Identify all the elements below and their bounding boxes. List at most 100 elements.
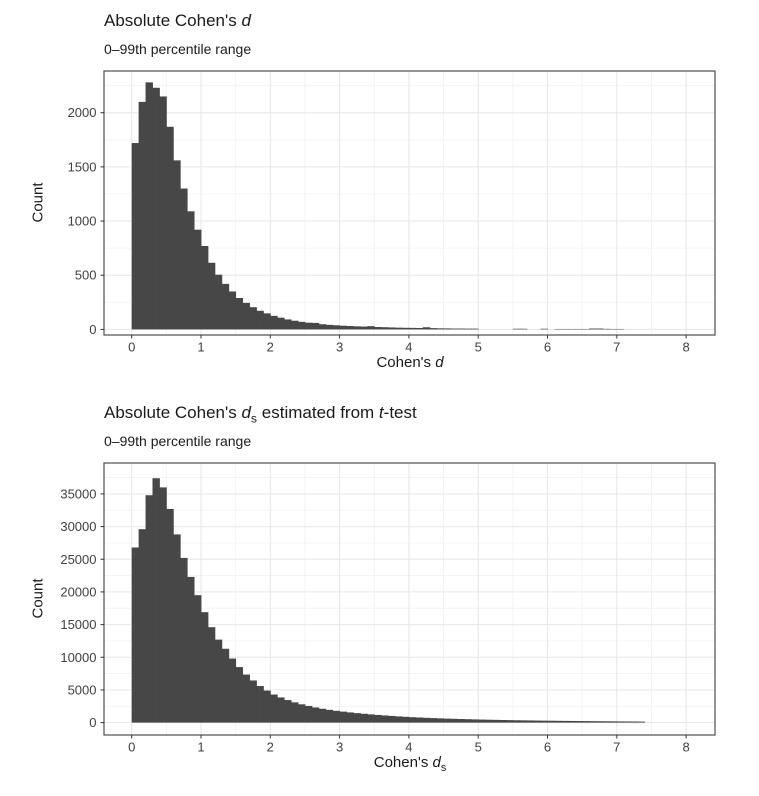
histogram-bar: [401, 716, 410, 723]
histogram-bars: [131, 82, 625, 330]
panel-border: [103, 462, 716, 736]
histogram-bar: [256, 686, 264, 723]
histogram-bar: [270, 694, 278, 723]
histogram-bar: [602, 721, 611, 723]
y-tick-label: 500: [75, 268, 97, 283]
histogram-bar: [180, 557, 188, 723]
histogram-bar: [533, 720, 542, 723]
histogram-bar: [388, 715, 396, 723]
histogram-bar: [492, 719, 500, 723]
histogram-bar: [381, 327, 389, 330]
histogram-bar: [256, 310, 264, 330]
histogram-bar: [429, 328, 438, 330]
histogram-bar: [207, 262, 216, 330]
histogram-bar: [374, 327, 382, 330]
title-segment: Cohen's: [373, 754, 433, 771]
x-tick-label: 4: [405, 740, 412, 755]
x-tick-label: 5: [475, 340, 482, 355]
x-tick-label: 0: [128, 740, 135, 755]
histogram-bar: [512, 720, 521, 723]
histogram-bar: [242, 302, 250, 330]
y-tick-label: 35000: [60, 486, 96, 501]
histogram-bar: [291, 702, 299, 723]
histogram-bar: [346, 712, 354, 723]
histogram-bar: [235, 297, 244, 330]
histogram-bar: [616, 721, 625, 723]
title-segment: Absolute Cohen's: [104, 403, 242, 422]
histogram-bar: [325, 709, 334, 723]
histogram-bar: [561, 720, 569, 723]
histogram-bar: [180, 188, 188, 330]
histogram-bar: [401, 327, 410, 330]
title-segment: Cohen's: [376, 354, 436, 371]
histogram-bar: [131, 143, 140, 330]
title-segment: d: [435, 354, 444, 371]
histogram-bar: [242, 674, 250, 723]
histogram-bar: [367, 326, 375, 330]
axis-ticks: [100, 493, 687, 739]
x-tick-label: 4: [405, 340, 412, 355]
y-axis-title-top: Count: [29, 182, 47, 223]
histogram-bar: [173, 160, 181, 330]
histogram-bar: [166, 508, 174, 723]
title-segment: d: [241, 11, 251, 30]
panel-border: [103, 70, 716, 336]
x-tick-label: 1: [197, 340, 204, 355]
histogram-bar: [277, 697, 285, 723]
y-tick-label: 30000: [60, 519, 96, 534]
histogram-bar: [159, 487, 167, 723]
histogram-bar: [277, 317, 285, 330]
x-tick-label: 1: [197, 740, 204, 755]
x-tick-label: 2: [267, 340, 274, 355]
histogram-bar: [582, 721, 590, 723]
axis-tick-labels: 0 1 2 3 4 5 6 7 8 0 5000 10000 15000 20000 25000 30000 3…: [60, 486, 689, 754]
x-tick-label: 3: [336, 740, 343, 755]
histogram-bar: [388, 327, 396, 330]
histogram-bar: [450, 718, 458, 723]
histogram-bar: [152, 87, 160, 330]
histogram-bar: [575, 721, 583, 723]
histogram-bar: [526, 720, 535, 723]
histogram-bar: [408, 327, 417, 330]
histogram-bar: [568, 720, 576, 723]
histogram-bar: [596, 328, 604, 330]
histogram-bar: [415, 717, 424, 723]
histogram-bar: [346, 326, 354, 330]
histogram-bar: [221, 283, 230, 330]
histogram-bar: [450, 328, 458, 330]
histogram-bar: [485, 719, 493, 723]
title-segment: -test: [383, 403, 417, 422]
title-segment: Absolute Cohen's: [104, 11, 242, 30]
y-tick-label: 10000: [60, 650, 96, 665]
histogram-bar: [443, 328, 451, 330]
histogram-bar: [166, 126, 174, 330]
histogram-bar: [187, 211, 195, 330]
histogram-bar: [207, 627, 216, 723]
axis-tick-labels: 0 1 2 3 4 5 6 7 8 0 500 1000 1500 2000: [68, 105, 690, 354]
histogram-bar: [131, 547, 140, 723]
histogram-bar: [249, 680, 257, 723]
histogram-bar: [505, 720, 514, 723]
title-segment: s: [250, 411, 258, 426]
chart-subtitle-bottom: 0–99th percentile range: [104, 433, 252, 449]
histogram-bar: [284, 700, 292, 723]
histogram-bar: [298, 321, 306, 330]
x-tick-label: 2: [267, 740, 274, 755]
histogram-bar: [395, 327, 403, 330]
histogram-bar: [304, 705, 313, 723]
histogram-bar: [374, 714, 382, 723]
histogram-bar: [637, 721, 645, 723]
histogram-bar: [360, 713, 368, 723]
histogram-bar: [304, 322, 313, 330]
histogram-bar: [138, 101, 147, 330]
histogram-bar: [214, 274, 223, 330]
histogram-bar: [519, 328, 528, 330]
histogram-bar: [415, 327, 424, 330]
histogram-bar: [471, 719, 479, 723]
x-tick-label: 8: [682, 340, 689, 355]
histogram-bar: [221, 648, 230, 723]
x-tick-label: 7: [613, 340, 620, 355]
histogram-bar: [422, 717, 431, 723]
histogram-bar: [589, 721, 597, 723]
